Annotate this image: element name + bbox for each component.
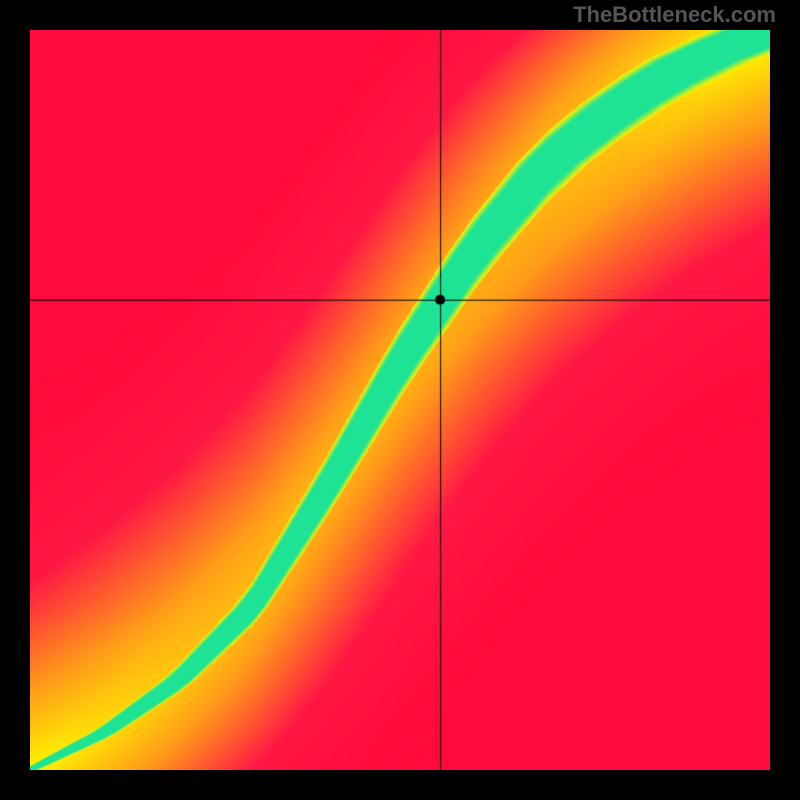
watermark-label: TheBottleneck.com [573, 2, 776, 28]
plot-area [30, 30, 770, 770]
heatmap-canvas [30, 30, 770, 770]
chart-container: TheBottleneck.com [0, 0, 800, 800]
